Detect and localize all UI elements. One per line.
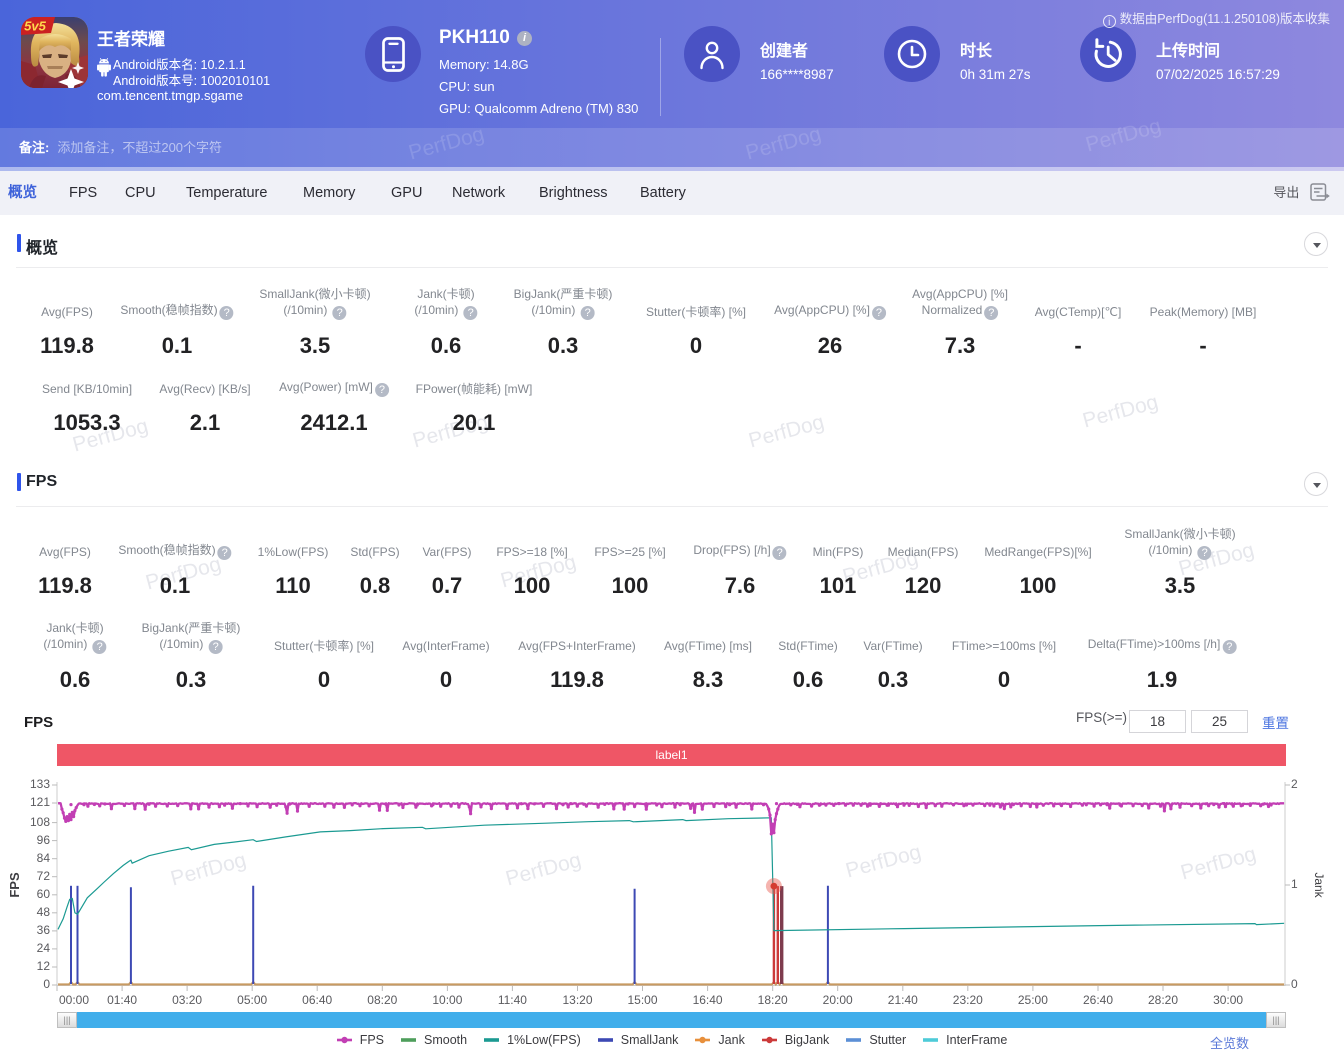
svg-text:48: 48 [37, 905, 51, 919]
svg-text:15:00: 15:00 [627, 993, 657, 1007]
svg-text:11:40: 11:40 [498, 993, 527, 1007]
svg-text:84: 84 [37, 851, 51, 865]
svg-text:30:00: 30:00 [1213, 993, 1243, 1007]
svg-text:36: 36 [37, 923, 51, 937]
svg-text:08:20: 08:20 [367, 993, 397, 1007]
svg-text:00:00: 00:00 [59, 993, 89, 1007]
svg-text:26:40: 26:40 [1083, 993, 1113, 1007]
svg-text:0: 0 [1291, 977, 1298, 991]
svg-text:01:40: 01:40 [107, 993, 137, 1007]
svg-text:05:00: 05:00 [237, 993, 267, 1007]
svg-text:121: 121 [30, 795, 50, 809]
svg-text:0: 0 [43, 977, 50, 991]
svg-text:06:40: 06:40 [302, 993, 332, 1007]
svg-text:60: 60 [37, 887, 51, 901]
svg-text:18:20: 18:20 [758, 993, 788, 1007]
svg-text:5v5: 5v5 [24, 19, 46, 34]
svg-text:1: 1 [1291, 877, 1298, 891]
svg-text:108: 108 [30, 815, 50, 829]
svg-text:28:20: 28:20 [1148, 993, 1178, 1007]
svg-text:FPS: FPS [7, 872, 22, 898]
svg-text:13:20: 13:20 [562, 993, 592, 1007]
svg-text:20:00: 20:00 [823, 993, 853, 1007]
svg-text:72: 72 [37, 869, 51, 883]
svg-text:16:40: 16:40 [693, 993, 723, 1007]
svg-text:Jank: Jank [1312, 872, 1326, 898]
svg-text:25:00: 25:00 [1018, 993, 1048, 1007]
svg-text:2: 2 [1291, 777, 1298, 791]
svg-text:12: 12 [37, 959, 51, 973]
svg-text:10:00: 10:00 [432, 993, 462, 1007]
svg-text:23:20: 23:20 [953, 993, 983, 1007]
svg-text:24: 24 [37, 941, 51, 955]
svg-text:96: 96 [37, 833, 51, 847]
svg-text:133: 133 [30, 777, 50, 791]
svg-text:03:20: 03:20 [172, 993, 202, 1007]
svg-text:21:40: 21:40 [888, 993, 918, 1007]
